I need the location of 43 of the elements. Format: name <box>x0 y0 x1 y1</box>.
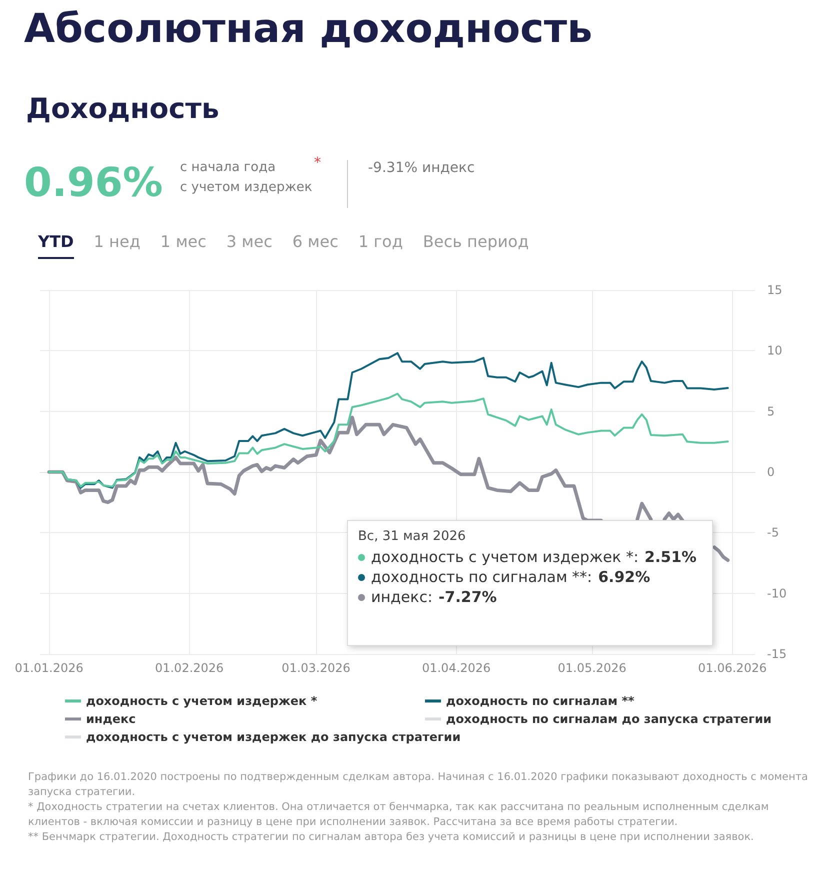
y-tick-label: 5 <box>767 404 775 418</box>
chart-subtitle: Доходность <box>26 92 220 125</box>
text: * <box>314 155 321 171</box>
annotation: индекс: <box>371 588 433 606</box>
x-tick-label: 01.01.2026 <box>14 661 84 675</box>
x-tick-label: 01.05.2026 <box>558 661 626 675</box>
text: 0.96% <box>24 160 163 206</box>
text: с начала года <box>180 160 276 175</box>
legend-label: доходность по сигналам ** <box>446 694 636 708</box>
x-tick-label: 01.06.2026 <box>698 661 767 675</box>
annotation: доходность с учетом издержек *: <box>371 548 639 566</box>
y-tick-label: 0 <box>767 465 775 479</box>
x-tick-label: 01.03.2026 <box>282 661 350 675</box>
text: -9.31% индекс <box>368 160 475 176</box>
text: Весь период <box>422 232 529 251</box>
text: 1 год <box>358 232 403 251</box>
x-tick-label: 01.02.2026 <box>154 661 224 675</box>
y-tick-label: -5 <box>767 526 779 540</box>
chart-title: Абсолютная доходность <box>24 6 592 52</box>
text: ** Бенчмарк стратегии. Доходность стратегии по сигналам автора без учета комиссий и разницы в цене при исполнении заявок. <box>28 830 755 845</box>
y-tick-label: 15 <box>767 283 782 297</box>
y-tick-label: -10 <box>767 586 787 600</box>
y-tick-label: 10 <box>767 344 782 358</box>
text: 3 мес <box>226 232 272 251</box>
text: * Доходность стратегии на счетах клиентов. Она отличается от бенчмарка, так как рассчитана по реальным исполненным сделкам клиентов - включая комиссии и разницу в цене при исполнении заявок. Рассчитана за все время работы стратегии. <box>28 800 770 830</box>
annotation: -7.27% <box>438 588 497 606</box>
legend-label: доходность по сигналам до запуска стратегии <box>446 712 772 726</box>
text: 1 нед <box>94 232 140 251</box>
legend-label: индекс <box>86 712 136 726</box>
text: YTD <box>38 232 74 259</box>
text: с учетом издержек <box>180 180 312 195</box>
annotation: 6.92% <box>598 568 650 586</box>
annotation: доходность по сигналам **: <box>371 568 592 586</box>
x-tick-label: 01.04.2026 <box>422 661 491 675</box>
legend-label: доходность с учетом издержек до запуска стратегии <box>86 730 461 744</box>
text: Графики до 16.01.2020 построены по подтвержденным сделкам автора. Начиная с 16.01.2020 графики показывают доходность с момента запуска стратегии. <box>28 770 809 800</box>
legend-label: доходность с учетом издержек * <box>86 694 318 708</box>
annotation: 2.51% <box>644 548 697 566</box>
text: 6 мес <box>292 232 338 251</box>
line-series <box>48 392 729 488</box>
text: 1 мес <box>160 232 206 251</box>
annotation: Вс, 31 мая 2026 <box>358 529 467 544</box>
y-tick-label: -15 <box>767 647 787 661</box>
